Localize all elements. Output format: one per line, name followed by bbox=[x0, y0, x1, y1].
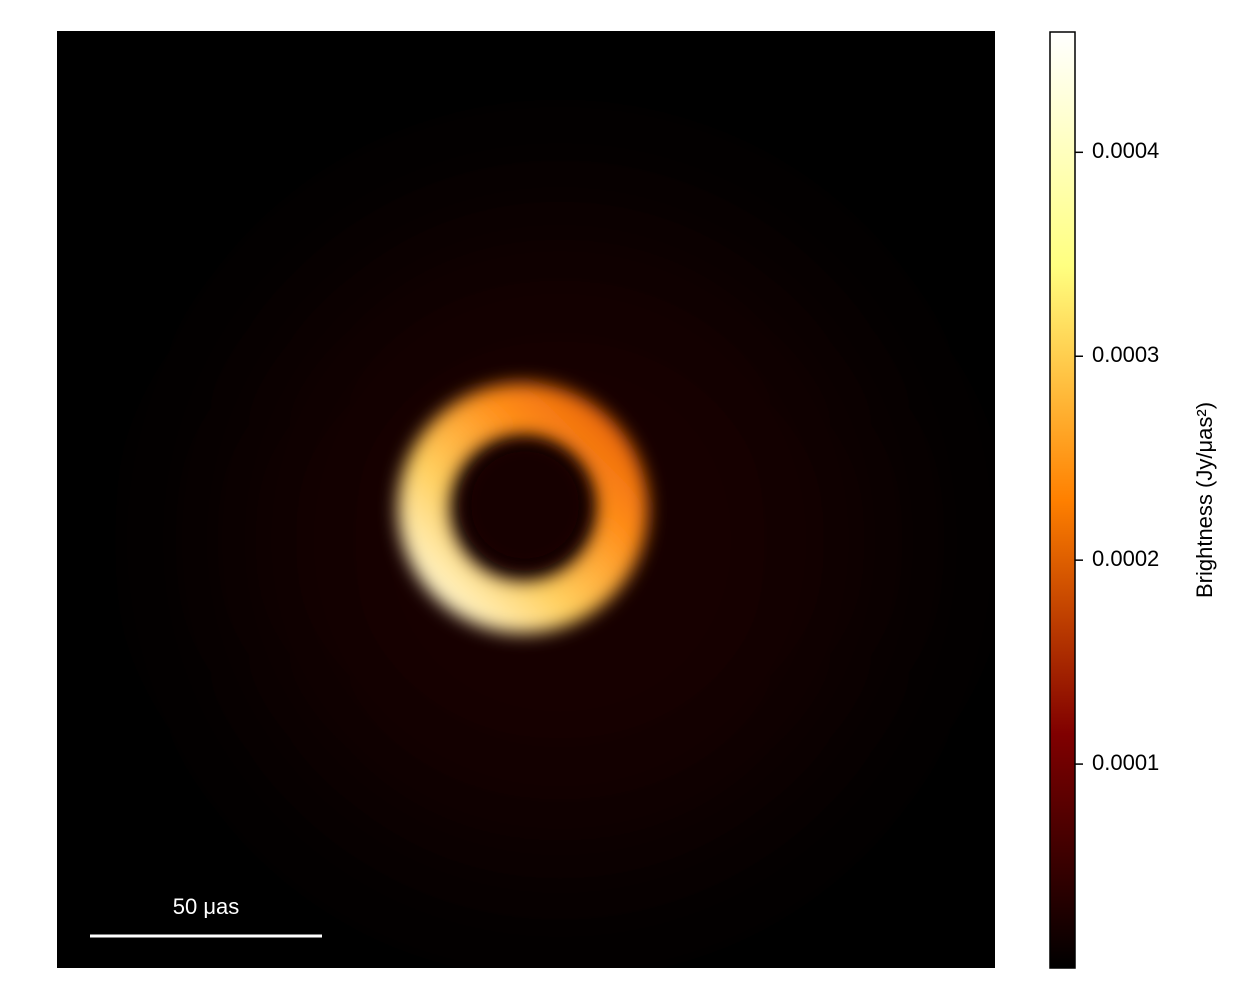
colorbar-tick-label: 0.0004 bbox=[1092, 138, 1159, 163]
ring bbox=[398, 383, 648, 633]
image bbox=[57, 31, 995, 968]
colorbar-tick-label: 0.0003 bbox=[1092, 342, 1159, 367]
colorbar-tick-label: 0.0002 bbox=[1092, 546, 1159, 571]
colorbar-label: Brightness (Jy/μas²) bbox=[1192, 402, 1217, 598]
colorbar-tick-label: 0.0001 bbox=[1092, 750, 1159, 775]
scale-bar-label: 50 μas bbox=[173, 894, 240, 919]
colorbar bbox=[1049, 31, 1076, 969]
ring-shadow bbox=[465, 445, 585, 565]
